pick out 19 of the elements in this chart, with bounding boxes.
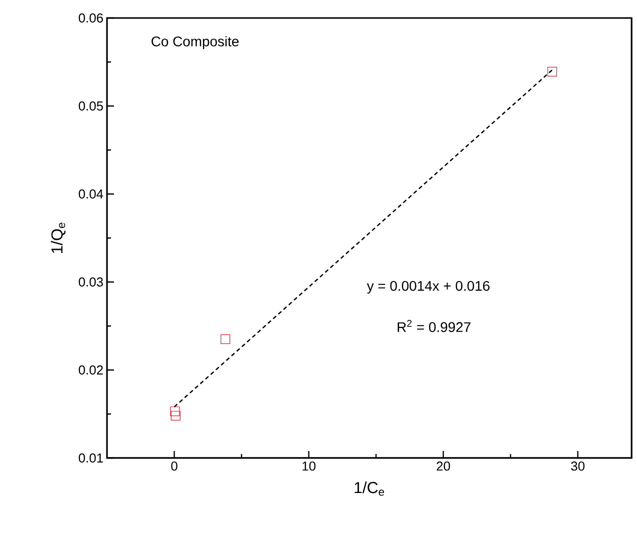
annotation: R$^{2}$ = 0.9927: [398, 320, 470, 332]
x-tick-label: 20: [436, 462, 450, 471]
y-tick-label: 0.02: [78, 365, 103, 375]
y-tick-label: 0.06: [78, 13, 103, 23]
x-tick-label: 10: [302, 462, 316, 471]
x-axis-title: 1/C$_{e}$: [354, 482, 384, 496]
annotation: Co Composite: [152, 36, 239, 50]
y-tick-label: 0.03: [78, 277, 103, 287]
point: [170, 406, 180, 416]
x-tick-label: 30: [571, 462, 584, 471]
annotation: y = 0.0014x + 0.016: [366, 280, 490, 294]
point: [547, 66, 558, 76]
y-tick-label: 0.01: [78, 453, 103, 463]
point: [170, 410, 180, 421]
point: [220, 334, 230, 344]
x-tick-label: 0: [171, 462, 178, 471]
y-tick-label: 0.05: [78, 101, 103, 111]
y-axis-title: 1/Q$_{e}$: [50, 222, 66, 253]
y-tick-label: 0.04: [78, 189, 104, 199]
